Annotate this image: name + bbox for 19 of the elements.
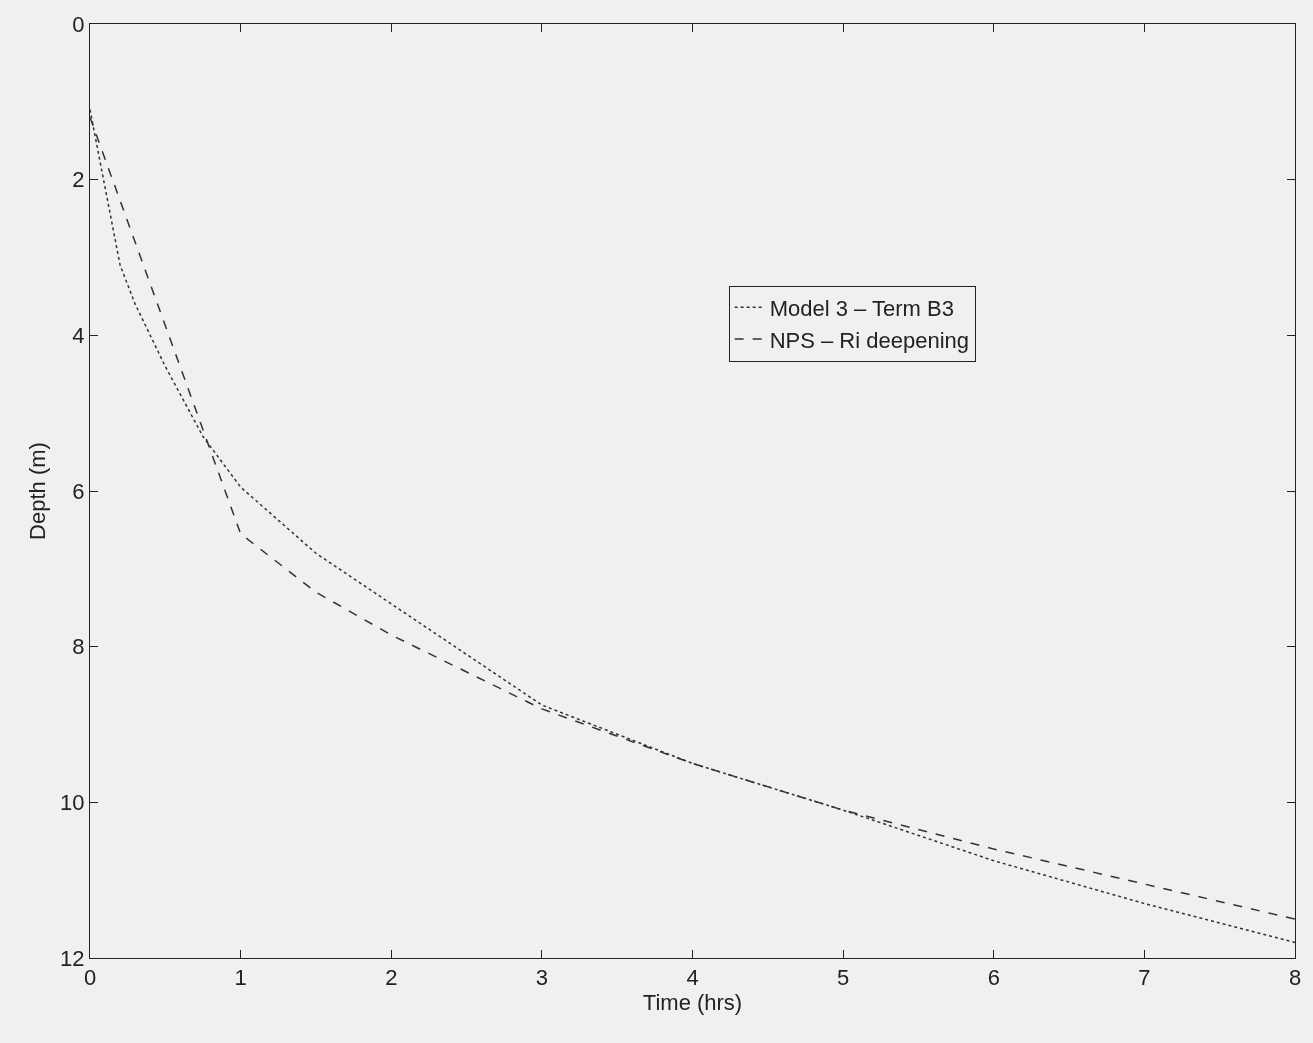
y-tick-label: 6 <box>72 478 85 504</box>
x-tick-label: 6 <box>987 965 1000 991</box>
x-tick-label: 7 <box>1138 965 1151 991</box>
x-tick-label: 2 <box>385 965 398 991</box>
x-axis-title: Time (hrs) <box>642 990 743 1016</box>
y-tick-label: 4 <box>72 323 85 349</box>
legend-label: NPS – Ri deepening <box>769 327 970 353</box>
x-tick-label: 1 <box>234 965 247 991</box>
x-tick-label: 3 <box>535 965 549 991</box>
x-tick-label: 8 <box>1288 965 1302 991</box>
x-tick-label: 4 <box>686 965 699 991</box>
legend-label: Model 3 – Term B3 <box>769 295 954 321</box>
x-tick-label: 5 <box>837 965 850 991</box>
y-tick-label: 0 <box>72 11 85 37</box>
y-tick-label: 2 <box>72 167 85 193</box>
y-tick-label: 10 <box>60 790 85 816</box>
y-tick-label: 12 <box>60 945 85 971</box>
y-tick-label: 8 <box>72 634 85 660</box>
y-axis-title: Depth (m) <box>24 442 50 540</box>
